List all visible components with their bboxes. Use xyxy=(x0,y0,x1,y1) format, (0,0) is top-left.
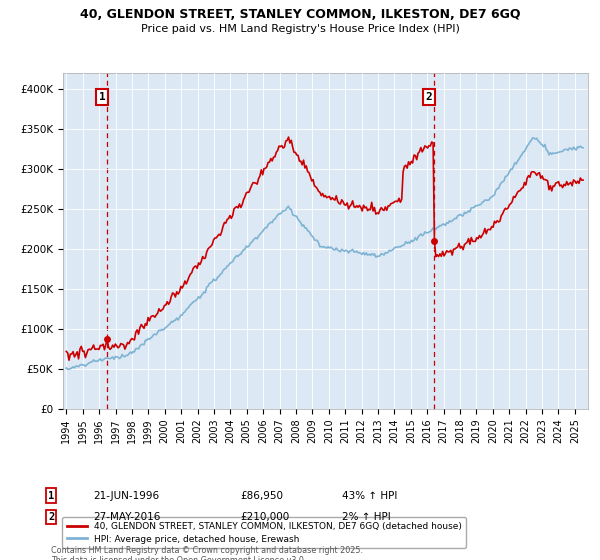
Text: 2: 2 xyxy=(48,512,54,522)
Text: Contains HM Land Registry data © Crown copyright and database right 2025.
This d: Contains HM Land Registry data © Crown c… xyxy=(51,546,363,560)
Text: 43% ↑ HPI: 43% ↑ HPI xyxy=(342,491,397,501)
Text: 2% ↑ HPI: 2% ↑ HPI xyxy=(342,512,391,522)
Text: 1: 1 xyxy=(98,92,105,102)
Text: Price paid vs. HM Land Registry's House Price Index (HPI): Price paid vs. HM Land Registry's House … xyxy=(140,24,460,34)
Text: 40, GLENDON STREET, STANLEY COMMON, ILKESTON, DE7 6GQ: 40, GLENDON STREET, STANLEY COMMON, ILKE… xyxy=(80,8,520,21)
Text: 2: 2 xyxy=(425,92,433,102)
Text: £210,000: £210,000 xyxy=(240,512,289,522)
Text: 21-JUN-1996: 21-JUN-1996 xyxy=(93,491,159,501)
Text: 27-MAY-2016: 27-MAY-2016 xyxy=(93,512,160,522)
Text: £86,950: £86,950 xyxy=(240,491,283,501)
Legend: 40, GLENDON STREET, STANLEY COMMON, ILKESTON, DE7 6GQ (detached house), HPI: Ave: 40, GLENDON STREET, STANLEY COMMON, ILKE… xyxy=(62,517,466,548)
Text: 1: 1 xyxy=(48,491,54,501)
